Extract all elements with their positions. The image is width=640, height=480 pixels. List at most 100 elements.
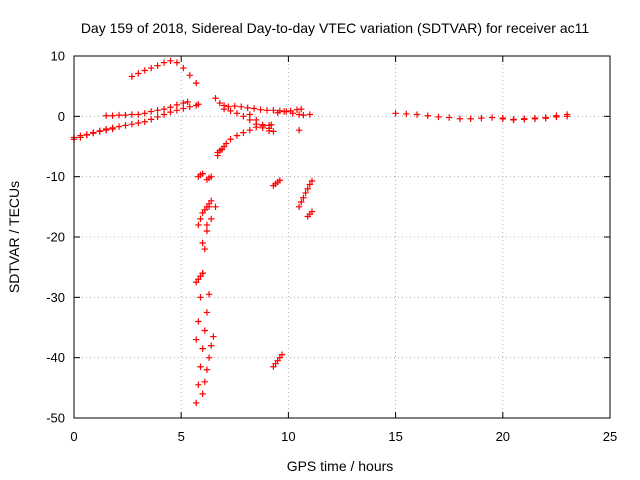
series-arc-m bbox=[195, 197, 215, 229]
data-point bbox=[77, 134, 84, 141]
data-point bbox=[199, 239, 206, 247]
data-point bbox=[102, 127, 110, 134]
data-point bbox=[199, 170, 206, 177]
chart-title: Day 159 of 2018, Sidereal Day-to-day VTE… bbox=[81, 20, 590, 36]
data-point bbox=[135, 70, 142, 77]
data-point bbox=[293, 106, 301, 113]
data-point bbox=[244, 104, 251, 112]
data-points bbox=[70, 57, 571, 407]
data-point bbox=[147, 116, 155, 123]
data-point bbox=[478, 114, 485, 122]
x-tick-label: 15 bbox=[388, 429, 402, 444]
data-point bbox=[195, 221, 202, 229]
data-point bbox=[274, 109, 281, 116]
data-point bbox=[212, 95, 219, 102]
data-point bbox=[180, 105, 187, 112]
data-point bbox=[197, 363, 204, 370]
series-arc-f bbox=[214, 121, 275, 159]
data-point bbox=[238, 103, 245, 110]
data-point bbox=[96, 128, 103, 135]
data-point bbox=[128, 73, 136, 80]
y-tick-label: -40 bbox=[46, 350, 65, 365]
data-point bbox=[268, 121, 275, 128]
data-point bbox=[220, 143, 228, 150]
series-arc-d bbox=[128, 57, 200, 87]
data-point bbox=[128, 111, 136, 118]
data-point bbox=[186, 72, 193, 79]
data-point bbox=[306, 111, 314, 118]
data-point bbox=[193, 336, 200, 343]
x-tick-label: 25 bbox=[603, 429, 617, 444]
data-point bbox=[173, 107, 181, 114]
y-tick-label: -10 bbox=[46, 169, 65, 184]
data-point bbox=[246, 116, 254, 124]
data-point bbox=[173, 59, 181, 66]
data-point bbox=[115, 123, 123, 130]
data-point bbox=[276, 177, 284, 184]
data-point bbox=[180, 99, 187, 107]
data-point bbox=[227, 107, 234, 115]
data-point bbox=[205, 291, 213, 298]
series-arc-u bbox=[295, 177, 316, 211]
data-point bbox=[295, 111, 303, 118]
x-tick-label: 5 bbox=[178, 429, 185, 444]
data-point bbox=[446, 114, 453, 121]
series-arc-l bbox=[199, 333, 217, 398]
data-point bbox=[199, 270, 206, 277]
data-point bbox=[298, 105, 305, 113]
data-point bbox=[184, 98, 191, 106]
series-arc-r bbox=[214, 143, 228, 156]
y-tick-label: -30 bbox=[46, 290, 65, 305]
data-point bbox=[456, 115, 464, 122]
data-point bbox=[403, 110, 410, 118]
x-tick-label: 20 bbox=[496, 429, 510, 444]
data-point bbox=[128, 120, 136, 128]
x-tick-label: 0 bbox=[70, 429, 77, 444]
data-point bbox=[180, 64, 187, 72]
data-point bbox=[298, 198, 305, 206]
data-point bbox=[147, 108, 155, 115]
data-point bbox=[160, 111, 168, 118]
data-point bbox=[195, 381, 202, 389]
data-point bbox=[115, 111, 123, 119]
data-point bbox=[542, 114, 549, 121]
axis-ticks: 0 5 10 15 20 25 10 0 -10 -20 -30 -40 -50 bbox=[46, 49, 617, 445]
series-arc-n bbox=[199, 203, 219, 247]
data-point bbox=[563, 111, 571, 118]
data-point bbox=[308, 208, 316, 215]
data-point bbox=[280, 108, 288, 115]
data-point bbox=[246, 127, 254, 134]
data-point bbox=[467, 115, 474, 122]
grid bbox=[74, 56, 610, 418]
series-arc-b bbox=[70, 125, 116, 143]
data-point bbox=[499, 114, 506, 122]
data-point bbox=[225, 103, 232, 110]
series-arc-v bbox=[304, 208, 316, 220]
series-arc-q bbox=[203, 173, 215, 183]
data-point bbox=[122, 122, 129, 129]
data-point bbox=[197, 294, 204, 301]
series-arc-w bbox=[295, 127, 303, 134]
series-arc-c bbox=[102, 98, 191, 119]
data-point bbox=[308, 177, 316, 185]
data-point bbox=[195, 318, 202, 325]
data-point bbox=[253, 116, 260, 124]
data-point bbox=[203, 366, 211, 373]
data-point bbox=[201, 245, 208, 253]
data-point bbox=[435, 113, 442, 121]
data-point bbox=[233, 110, 241, 117]
data-point bbox=[304, 185, 311, 192]
data-point bbox=[231, 102, 238, 110]
series-arc-t bbox=[270, 177, 284, 189]
series-arc-s bbox=[270, 351, 286, 370]
data-point bbox=[199, 345, 206, 352]
data-point bbox=[240, 129, 247, 136]
data-point bbox=[154, 113, 161, 121]
data-point bbox=[141, 110, 148, 117]
data-point bbox=[167, 104, 174, 111]
data-point bbox=[109, 125, 116, 133]
data-point bbox=[233, 132, 241, 139]
data-point bbox=[160, 105, 168, 113]
x-axis-label: GPS time / hours bbox=[287, 458, 394, 474]
data-point bbox=[257, 106, 264, 113]
